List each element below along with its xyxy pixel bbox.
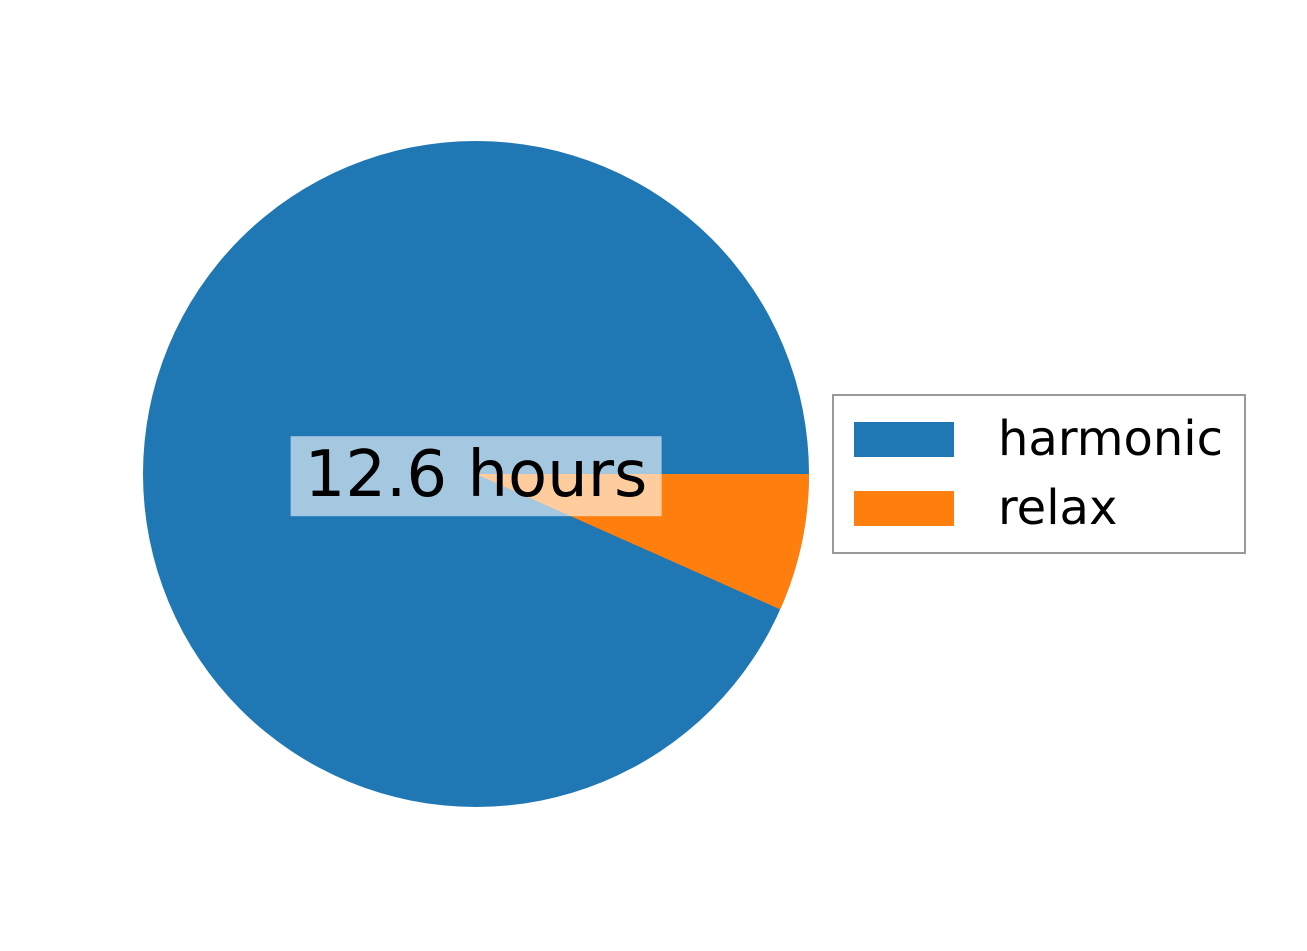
legend-label-relax: relax (998, 480, 1118, 536)
legend: harmonic relax (832, 394, 1246, 554)
legend-swatch-relax (854, 490, 954, 526)
legend-label-harmonic: harmonic (998, 411, 1223, 468)
legend-swatch-harmonic (854, 422, 954, 458)
pie-center-label: 12.6 hours (290, 436, 662, 516)
legend-item-harmonic: harmonic (854, 413, 1228, 466)
legend-item-relax: relax (854, 482, 1228, 535)
